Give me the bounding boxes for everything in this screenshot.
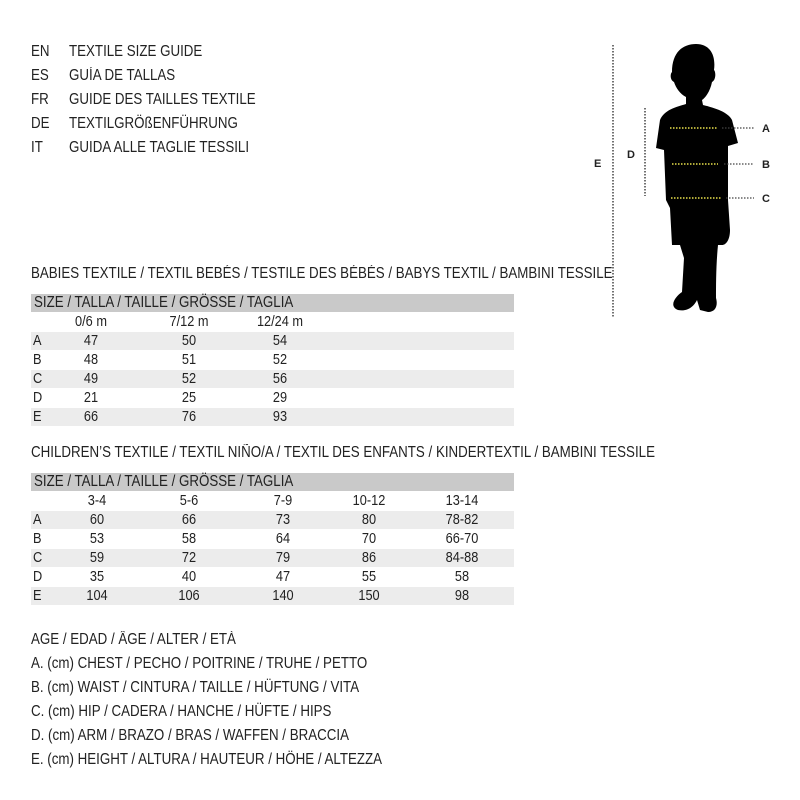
row-label: A	[33, 512, 42, 528]
legend-line: A. (cm) CHEST / PECHO / POITRINE / TRUHE…	[31, 655, 368, 672]
table-cell: 49	[83, 371, 99, 387]
label-d: D	[627, 149, 635, 161]
table-cell: 66	[181, 512, 197, 528]
table-cell: 25	[181, 390, 197, 406]
size-header-band	[31, 473, 514, 491]
size-header-band	[31, 294, 514, 312]
table-cell: 98	[454, 588, 470, 604]
column-header: 10-12	[352, 493, 386, 509]
size-header: SIZE / TALLA / TAILLE / GRÖSSE / TAGLIA	[34, 294, 294, 311]
row-shade	[31, 370, 514, 388]
table-cell: 60	[89, 512, 105, 528]
label-a: A	[762, 123, 770, 135]
legend-line: E. (cm) HEIGHT / ALTURA / HAUTEUR / HÖHE…	[31, 751, 383, 768]
table-cell: 72	[181, 550, 197, 566]
table-cell: 56	[272, 371, 288, 387]
table-cell: 53	[89, 531, 105, 547]
table-cell: 93	[272, 409, 288, 425]
language-code: IT	[31, 139, 43, 156]
table-cell: 58	[181, 531, 197, 547]
language-code: EN	[31, 43, 50, 60]
row-label: D	[33, 569, 43, 585]
legend-line: C. (cm) HIP / CADERA / HANCHE / HÜFTE / …	[31, 703, 332, 720]
language-code: DE	[31, 115, 50, 132]
label-b: B	[762, 159, 770, 171]
babies-title: BABIES TEXTILE / TEXTIL BEBÉS / TESTILE …	[31, 265, 613, 282]
language-code: ES	[31, 67, 49, 84]
row-shade	[31, 549, 514, 567]
table-cell: 47	[83, 333, 99, 349]
column-header: 0/6 m	[75, 314, 107, 330]
table-cell: 66-70	[445, 531, 479, 547]
label-e: E	[594, 158, 601, 170]
table-cell: 47	[275, 569, 291, 585]
table-cell: 54	[272, 333, 288, 349]
row-label: E	[33, 588, 42, 604]
column-header: 13-14	[445, 493, 479, 509]
row-label: C	[33, 550, 43, 566]
row-label: B	[33, 531, 42, 547]
row-label: E	[33, 409, 42, 425]
guide-title: GUIDA ALLE TAGLIE TESSILI	[69, 139, 250, 156]
legend-line: D. (cm) ARM / BRAZO / BRAS / WAFFEN / BR…	[31, 727, 349, 744]
table-cell: 59	[89, 550, 105, 566]
column-header: 3-4	[87, 493, 107, 509]
row-label: C	[33, 371, 43, 387]
table-cell: 84-88	[445, 550, 479, 566]
column-header: 12/24 m	[256, 314, 304, 330]
label-c: C	[762, 193, 770, 205]
table-cell: 80	[361, 512, 377, 528]
table-cell: 29	[272, 390, 288, 406]
row-shade	[31, 408, 514, 426]
column-header: 7/12 m	[169, 314, 209, 330]
table-cell: 70	[361, 531, 377, 547]
silhouette-icon	[656, 44, 738, 312]
language-code: FR	[31, 91, 49, 108]
table-cell: 106	[178, 588, 200, 604]
column-header: 5-6	[179, 493, 199, 509]
table-cell: 66	[83, 409, 99, 425]
table-cell: 55	[361, 569, 377, 585]
column-header: 7-9	[273, 493, 293, 509]
row-shade	[31, 332, 514, 350]
table-cell: 86	[361, 550, 377, 566]
table-cell: 79	[275, 550, 291, 566]
table-cell: 50	[181, 333, 197, 349]
legend-line: AGE / EDAD / ÂGE / ALTER / ETÀ	[31, 631, 236, 648]
table-cell: 52	[181, 371, 197, 387]
table-cell: 78-82	[445, 512, 479, 528]
table-cell: 35	[89, 569, 105, 585]
row-shade	[31, 511, 514, 529]
row-label: B	[33, 352, 42, 368]
table-cell: 150	[358, 588, 380, 604]
row-shade	[31, 587, 514, 605]
table-cell: 21	[83, 390, 99, 406]
table-cell: 73	[275, 512, 291, 528]
children-title: CHILDREN’S TEXTILE / TEXTIL NIÑO/A / TEX…	[31, 444, 655, 461]
guide-title: TEXTILE SIZE GUIDE	[69, 43, 203, 60]
table-cell: 64	[275, 531, 291, 547]
table-cell: 51	[181, 352, 197, 368]
row-label: D	[33, 390, 43, 406]
row-label: A	[33, 333, 42, 349]
table-cell: 58	[454, 569, 470, 585]
table-cell: 76	[181, 409, 197, 425]
table-cell: 140	[272, 588, 294, 604]
table-cell: 40	[181, 569, 197, 585]
legend-line: B. (cm) WAIST / CINTURA / TAILLE / HÜFTU…	[31, 679, 360, 696]
table-cell: 104	[86, 588, 108, 604]
guide-title: GUÍA DE TALLAS	[69, 67, 176, 84]
size-header: SIZE / TALLA / TAILLE / GRÖSSE / TAGLIA	[34, 473, 294, 490]
table-cell: 48	[83, 352, 99, 368]
table-cell: 52	[272, 352, 288, 368]
guide-title: TEXTILGRÖßENFÜHRUNG	[69, 115, 238, 132]
guide-title: GUIDE DES TAILLES TEXTILE	[69, 91, 256, 108]
